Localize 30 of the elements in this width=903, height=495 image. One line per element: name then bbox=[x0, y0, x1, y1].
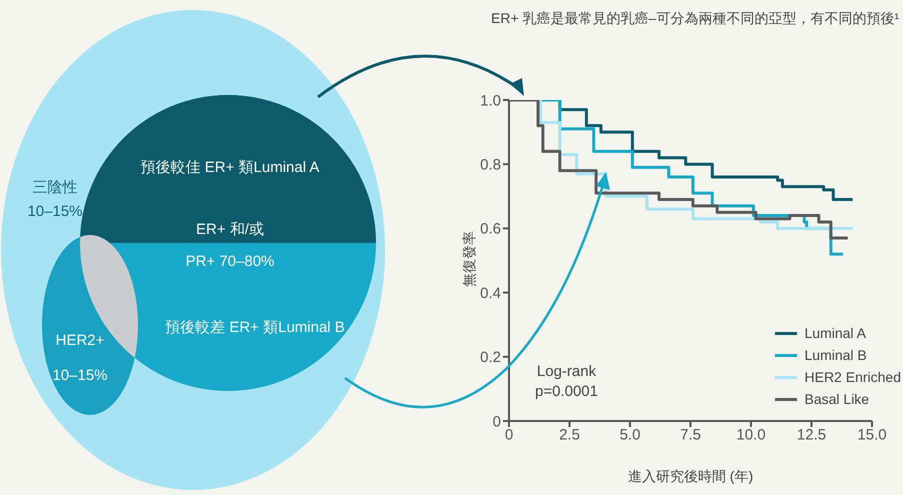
y-tick-label: 0.8 bbox=[480, 156, 501, 174]
x-tick-label: 0 bbox=[504, 426, 514, 444]
x-tick-label: 5.0 bbox=[620, 426, 640, 444]
x-axis-title: 進入研究後時間 (年) bbox=[628, 468, 754, 484]
x-tick-label: 2.5 bbox=[559, 426, 580, 444]
annotation: Log-rank bbox=[536, 362, 598, 382]
text: 10–15% bbox=[52, 367, 108, 384]
text: PR+ 70–80% bbox=[186, 253, 274, 270]
text: 預後較佳 ER+ 類Luminal A bbox=[140, 159, 320, 176]
annotation: p=0.0001 bbox=[535, 382, 598, 402]
y-tick-label: 0 bbox=[492, 413, 501, 430]
y-tick-label: 0.6 bbox=[480, 220, 501, 238]
legend-label: Basal Like bbox=[804, 390, 870, 409]
y-tick-label: 0.2 bbox=[480, 349, 501, 366]
y-tick-label: 1.0 bbox=[480, 92, 501, 110]
y-axis-title: 無復發率 bbox=[461, 230, 478, 289]
text: 預後較差 ER+ 類Luminal B bbox=[165, 319, 345, 336]
x-tick-label: 7.5 bbox=[680, 426, 701, 444]
x-tick-label: 12.5 bbox=[796, 426, 826, 444]
legend-label: Luminal B bbox=[804, 346, 868, 365]
chart-title: ER+ 乳癌是最常見的乳癌–可分為兩種不同的亞型，有不同的預後¹ bbox=[491, 10, 899, 28]
x-tick-label: 10.0 bbox=[736, 426, 766, 444]
legend-label: HER2 Enriched bbox=[804, 368, 901, 387]
legend-label: Luminal A bbox=[804, 324, 867, 343]
text: HER2+ bbox=[56, 332, 105, 349]
text: ER+ 和/或 bbox=[196, 221, 264, 238]
text: 三陰性 bbox=[32, 179, 78, 196]
text: 10–15% bbox=[27, 203, 83, 220]
y-tick-label: 0.4 bbox=[480, 284, 501, 302]
x-tick-label: 15.0 bbox=[857, 426, 887, 444]
